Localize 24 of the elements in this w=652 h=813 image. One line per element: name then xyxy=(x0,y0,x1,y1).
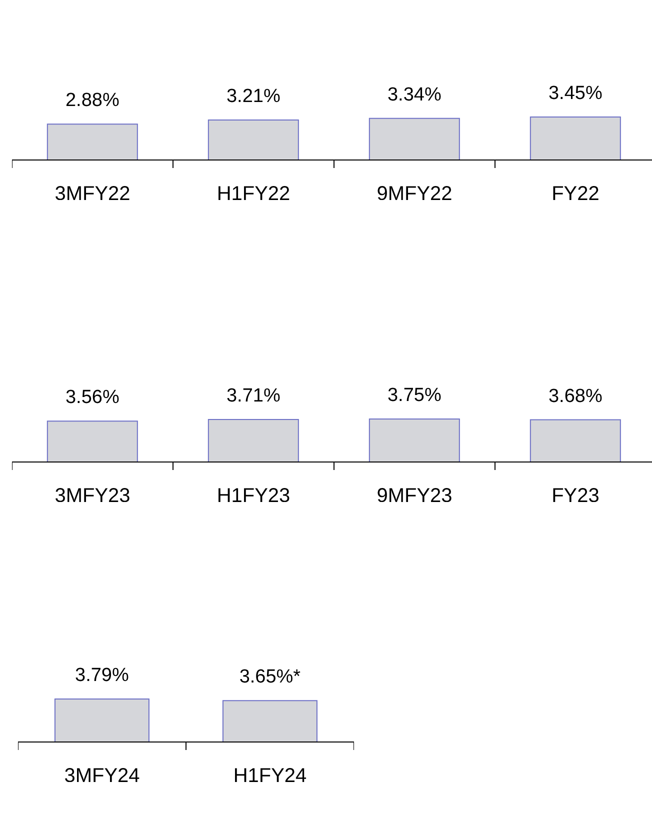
x-tick-label: H1FY23 xyxy=(216,485,290,507)
data-label: 3.21% xyxy=(226,86,280,107)
bar xyxy=(46,124,138,160)
data-label: 3.56% xyxy=(65,387,120,408)
data-label: 3.79% xyxy=(75,665,129,686)
data-label: 3.68% xyxy=(548,386,602,407)
x-tick-label: FY22 xyxy=(552,183,600,205)
data-label: 3.71% xyxy=(226,385,280,406)
x-tick-label: FY23 xyxy=(552,485,600,507)
x-tick-label: 9MFY23 xyxy=(376,485,452,507)
bar xyxy=(530,116,621,160)
x-tick-label: 3MFY23 xyxy=(54,485,130,507)
x-tick-label: 9MFY22 xyxy=(376,183,452,205)
bar xyxy=(208,119,299,160)
x-tick-label: 3MFY24 xyxy=(64,765,140,787)
data-label: 3.45% xyxy=(548,83,602,104)
data-label: 2.88% xyxy=(65,90,120,112)
data-label: 3.75% xyxy=(387,385,442,406)
bar xyxy=(368,118,460,160)
x-tick-label: 3MFY22 xyxy=(54,183,130,205)
x-tick-label: H1FY24 xyxy=(233,765,307,787)
x-tick-label: H1FY22 xyxy=(216,183,290,205)
data-label: 3.65%* xyxy=(239,666,302,688)
data-label: 3.34% xyxy=(387,84,442,106)
